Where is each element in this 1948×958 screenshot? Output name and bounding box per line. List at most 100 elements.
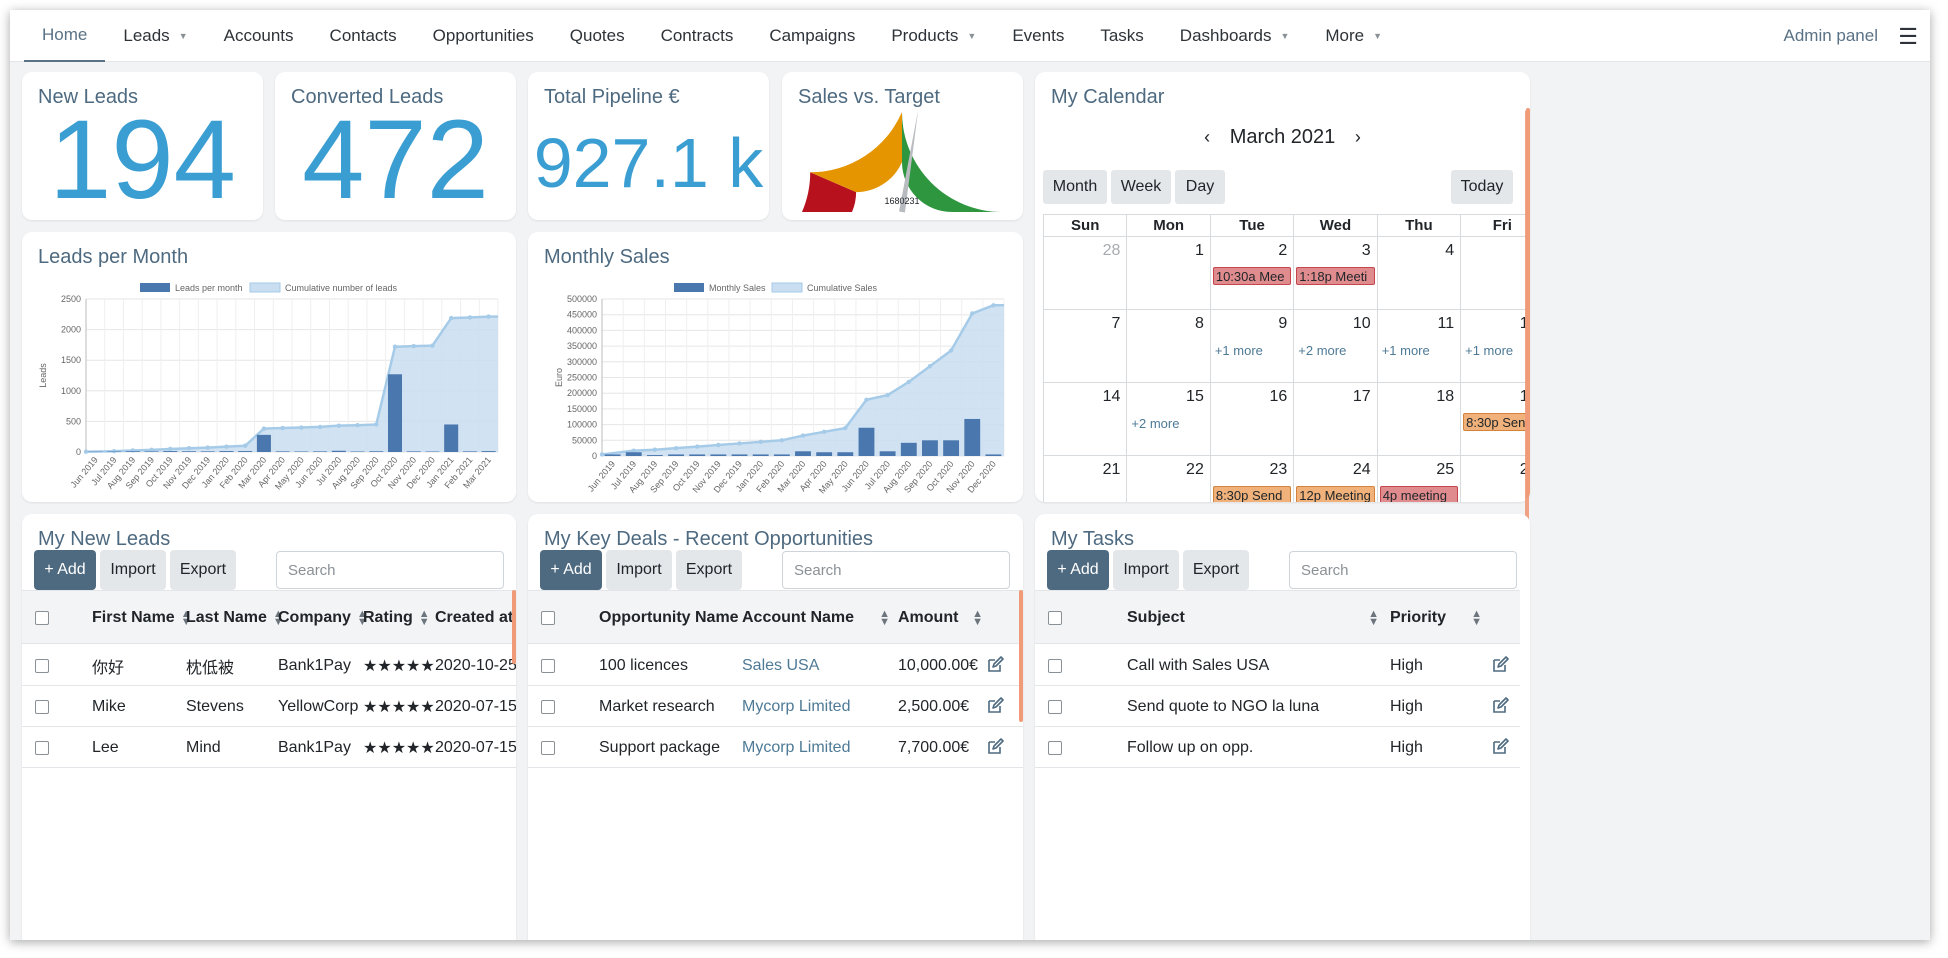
nav-quotes[interactable]: Quotes — [552, 10, 643, 62]
day-view-button[interactable]: Day — [1175, 170, 1225, 204]
nav-tasks[interactable]: Tasks — [1082, 10, 1161, 62]
select-all-checkbox[interactable] — [541, 611, 555, 625]
calendar-event[interactable]: 1:18p Meeti — [1296, 267, 1375, 285]
page-scrollbar[interactable] — [1525, 110, 1529, 670]
table-row[interactable]: Lee Mind Bank1Pay ★★★★★ 2020-07-15 — [22, 727, 516, 768]
col-last-name[interactable]: Last Name ▲ ▼ — [186, 608, 284, 628]
calendar-day[interactable]: 17 — [1293, 382, 1378, 456]
table-row[interactable]: Follow up on opp. High — [1035, 727, 1520, 768]
cell-account-name[interactable]: Sales USA — [742, 656, 820, 674]
calendar-event[interactable]: 10:30a Mee — [1212, 267, 1292, 285]
calendar-day[interactable]: 10 +2 more — [1293, 309, 1378, 383]
week-view-button[interactable]: Week — [1111, 170, 1171, 204]
deals-scrollbar[interactable] — [1019, 590, 1023, 722]
nav-events[interactable]: Events — [994, 10, 1082, 62]
cell-account-name[interactable]: Mycorp Limited — [742, 738, 851, 756]
table-row[interactable]: 100 licences Sales USA 10,000.00€ — [528, 645, 1023, 686]
deals-search-input[interactable] — [782, 551, 1010, 589]
col-rating[interactable]: Rating ▲ ▼ — [363, 608, 430, 628]
cell-account-name[interactable]: Mycorp Limited — [742, 697, 851, 715]
nav-accounts[interactable]: Accounts — [206, 10, 312, 62]
leads-scrollbar[interactable] — [512, 590, 516, 664]
tasks-search-input[interactable] — [1289, 551, 1517, 589]
select-all-checkbox[interactable] — [35, 611, 49, 625]
row-checkbox[interactable] — [541, 741, 555, 755]
nav-products[interactable]: Products ▼ — [873, 10, 994, 62]
calendar-day[interactable]: 26 — [1460, 455, 1530, 502]
calendar-day[interactable]: 14 — [1042, 382, 1128, 456]
table-row[interactable]: Send quote to NGO la luna High — [1035, 686, 1520, 727]
add-task-button[interactable]: + Add — [1047, 550, 1109, 590]
edit-icon[interactable] — [986, 738, 1004, 756]
table-row[interactable]: Call with Sales USA High — [1035, 645, 1520, 686]
today-button[interactable]: Today — [1451, 170, 1513, 204]
calendar-event[interactable]: 8:30p Send — [1212, 486, 1292, 502]
calendar-day[interactable]: 11 +1 more — [1376, 309, 1462, 383]
edit-icon[interactable] — [1491, 656, 1509, 674]
calendar-day[interactable]: 18 — [1376, 382, 1462, 456]
calendar-day[interactable]: 25 4p meeting — [1376, 455, 1462, 502]
calendar-day[interactable]: 1 — [1126, 236, 1211, 310]
more-events-link[interactable]: +1 more — [1214, 343, 1263, 358]
nav-contacts[interactable]: Contacts — [312, 10, 415, 62]
calendar-day[interactable]: 21 — [1042, 455, 1128, 502]
edit-icon[interactable] — [986, 697, 1004, 715]
nav-more[interactable]: More ▼ — [1307, 10, 1400, 62]
row-checkbox[interactable] — [1048, 659, 1062, 673]
row-checkbox[interactable] — [35, 659, 49, 673]
row-checkbox[interactable] — [541, 659, 555, 673]
col-opportunity-name[interactable]: Opportunity Name — [599, 609, 739, 626]
calendar-day[interactable]: 2 10:30a Mee — [1209, 236, 1295, 310]
import-deals-button[interactable]: Import — [606, 550, 672, 590]
import-leads-button[interactable]: Import — [100, 550, 166, 590]
table-row[interactable]: Market research Mycorp Limited 2,500.00€ — [528, 686, 1023, 727]
calendar-event[interactable]: 12p Meeting — [1296, 486, 1375, 502]
col-created-at[interactable]: Created at — [435, 609, 514, 626]
edit-icon[interactable] — [986, 656, 1004, 674]
col-amount[interactable]: Amount ▲ ▼ — [898, 608, 983, 628]
calendar-event[interactable]: 4p meeting — [1379, 486, 1459, 502]
edit-icon[interactable] — [1491, 697, 1509, 715]
nav-opportunities[interactable]: Opportunities — [415, 10, 552, 62]
hamburger-icon[interactable]: ☰ — [1898, 24, 1918, 49]
row-checkbox[interactable] — [1048, 700, 1062, 714]
table-row[interactable]: 你好 枕低被 Bank1Pay ★★★★★ 2020-10-25 — [22, 645, 516, 686]
export-tasks-button[interactable]: Export — [1183, 550, 1249, 590]
more-events-link[interactable]: +2 more — [1131, 416, 1180, 431]
admin-panel-link[interactable]: Admin panel — [1783, 26, 1878, 45]
calendar-day[interactable]: 3 1:18p Meeti — [1293, 236, 1378, 310]
nav-leads[interactable]: Leads ▼ — [105, 10, 205, 62]
col-company[interactable]: Company ▲ ▼ — [278, 608, 368, 628]
table-row[interactable]: Mike Stevens YellowCorp ★★★★★ 2020-07-15 — [22, 686, 516, 727]
col-subject[interactable]: Subject ▲ ▼ — [1127, 608, 1379, 628]
calendar-day[interactable]: 22 — [1126, 455, 1211, 502]
leads-search-input[interactable] — [276, 551, 504, 589]
select-all-checkbox[interactable] — [1048, 611, 1062, 625]
calendar-day[interactable]: 5 — [1460, 236, 1530, 310]
col-first-name[interactable]: First Name ▲ ▼ — [92, 608, 192, 628]
calendar-day[interactable]: 23 8:30p Send — [1209, 455, 1295, 502]
chevron-left-icon[interactable]: ‹ — [1204, 127, 1211, 147]
calendar-day[interactable]: 15 +2 more — [1126, 382, 1211, 456]
nav-dashboards[interactable]: Dashboards ▼ — [1162, 10, 1308, 62]
row-checkbox[interactable] — [35, 700, 49, 714]
row-checkbox[interactable] — [541, 700, 555, 714]
row-checkbox[interactable] — [1048, 741, 1062, 755]
calendar-day[interactable]: 9 +1 more — [1209, 309, 1295, 383]
calendar-day[interactable]: 8 — [1126, 309, 1211, 383]
calendar-day[interactable]: 24 12p Meeting — [1293, 455, 1378, 502]
nav-campaigns[interactable]: Campaigns — [751, 10, 873, 62]
calendar-day[interactable]: 4 — [1376, 236, 1462, 310]
add-lead-button[interactable]: + Add — [34, 550, 96, 590]
more-events-link[interactable]: +1 more — [1465, 343, 1514, 358]
calendar-day[interactable]: 16 — [1209, 382, 1295, 456]
edit-icon[interactable] — [1491, 738, 1509, 756]
import-tasks-button[interactable]: Import — [1113, 550, 1179, 590]
export-deals-button[interactable]: Export — [676, 550, 742, 590]
chevron-right-icon[interactable]: › — [1354, 127, 1361, 147]
table-row[interactable]: Support package Mycorp Limited 7,700.00€ — [528, 727, 1023, 768]
row-checkbox[interactable] — [35, 741, 49, 755]
calendar-day[interactable]: 28 — [1042, 236, 1128, 310]
calendar-day[interactable]: 12 +1 more — [1460, 309, 1530, 383]
nav-contracts[interactable]: Contracts — [643, 10, 752, 62]
